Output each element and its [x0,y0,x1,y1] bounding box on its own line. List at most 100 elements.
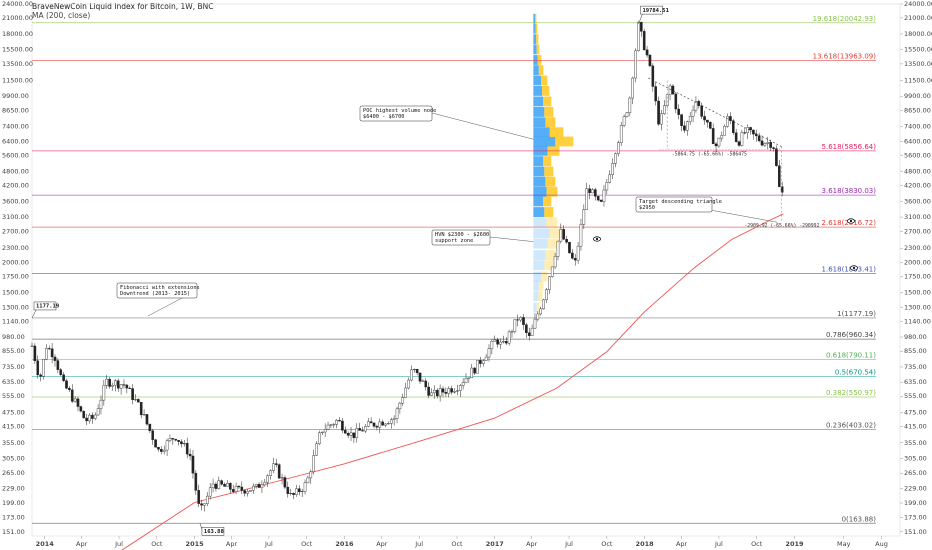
x-tick-label: Oct [451,540,463,548]
candle-up [493,339,497,342]
candle-up [217,480,221,489]
candle-up [717,137,721,147]
volume-profile-down-bar [544,107,554,117]
y-tick-right-label: 305.00 [904,455,927,463]
candle-down [229,483,232,490]
candle-down [754,133,758,137]
y-tick-right-label: 15500.00 [904,46,932,54]
candle-down [418,372,422,382]
candle-down [243,490,246,494]
candle-up [73,398,77,402]
volume-profile-up-bar [533,23,536,34]
candle-down [381,421,384,426]
candle-down [220,480,223,485]
candle-up [234,485,238,492]
candle-up [102,385,106,401]
volume-profile-down-bar [544,260,554,271]
y-tick-right-label: 13500.00 [904,60,932,68]
eye-icon-pupil [852,266,856,270]
candle-down [341,420,344,431]
candle-up [579,224,583,247]
candle-up [364,426,367,432]
eye-icon [850,265,859,271]
candle-down [752,129,755,135]
y-tick-left-label: 2300.00 [2,244,29,252]
candle-down [450,388,453,393]
y-tick-right-label: 735.00 [904,363,927,371]
candle-up [576,245,580,261]
support-callout-pointer [489,236,534,242]
candle-up [300,491,304,493]
candle-up [378,421,382,428]
y-tick-right-label: 11500.00 [904,77,932,85]
candle-down [185,442,189,455]
candle-down [154,439,157,448]
price-label-box [201,527,225,536]
candle-down [56,360,60,370]
x-tick-label: Oct [301,540,313,548]
candle-up [165,440,169,451]
y-tick-right-label: 18000.00 [904,30,932,38]
candle-down [700,105,703,117]
y-tick-left-label: 1750.00 [2,273,29,281]
x-tick-label: 2018 [636,540,655,548]
candle-up [280,477,284,479]
candle-up [542,299,545,310]
y-tick-right-label: 980.00 [904,333,927,341]
candle-up [183,442,186,445]
candle-up [323,429,327,433]
y-tick-right-label: 635.00 [904,378,927,386]
candle-up [295,488,298,495]
candle-up [326,424,330,430]
volume-profile-down-bar [537,55,542,65]
candle-down [711,128,715,145]
x-tick-label: 2016 [335,540,354,548]
candle-down [571,252,574,259]
x-tick-label: Apr [226,540,238,548]
candle-down [62,374,65,381]
y-tick-left-label: 173.00 [2,514,25,522]
fib-level-label: 13.618(13963.09) [813,52,877,60]
y-tick-right-label: 8650.00 [904,106,931,114]
y-tick-right-label: 1500.00 [904,289,931,297]
volume-profile-up-bar [533,302,537,313]
fib-level-label: 0.786(960.34) [826,331,876,339]
y-tick-right-label: 3600.00 [904,198,931,206]
y-tick-left-label: 11500.00 [2,77,33,85]
volume-profile-down-bar [536,34,539,45]
candle-up [401,397,405,404]
candle-down [275,463,278,465]
candle-down [151,430,155,440]
candle-up [389,419,393,424]
y-tick-left-label: 151.00 [2,528,25,536]
x-tick-label: 2015 [186,540,205,548]
volume-profile-up-bar [533,85,543,96]
candle-down [734,132,738,142]
candle-up [254,484,258,487]
candle-up [458,385,462,391]
candle-up [349,432,353,436]
fib-level-label: 1.618(1803.41) [822,266,877,274]
candle-up [559,229,563,242]
y-tick-right-label: 4800.00 [904,168,931,176]
candle-down [53,356,57,361]
candle-down [677,108,680,115]
y-tick-left-label: 6400.00 [2,138,29,146]
candle-down [39,374,42,377]
candle-down [180,441,183,445]
candle-down [780,186,784,193]
price-label-text: 19784.51 [642,8,669,14]
x-tick-label: Apr [676,540,688,548]
eye-icon-pupil [595,237,599,241]
candle-up [582,209,586,225]
candle-down [79,406,83,412]
candle-up [470,367,474,379]
y-tick-right-label: 199.00 [904,499,927,507]
candle-down [594,189,597,197]
candle-up [608,174,612,183]
candle-down [358,428,361,431]
x-tick-label: Oct [601,540,613,548]
candle-down [648,54,652,67]
candle-down [642,31,646,51]
